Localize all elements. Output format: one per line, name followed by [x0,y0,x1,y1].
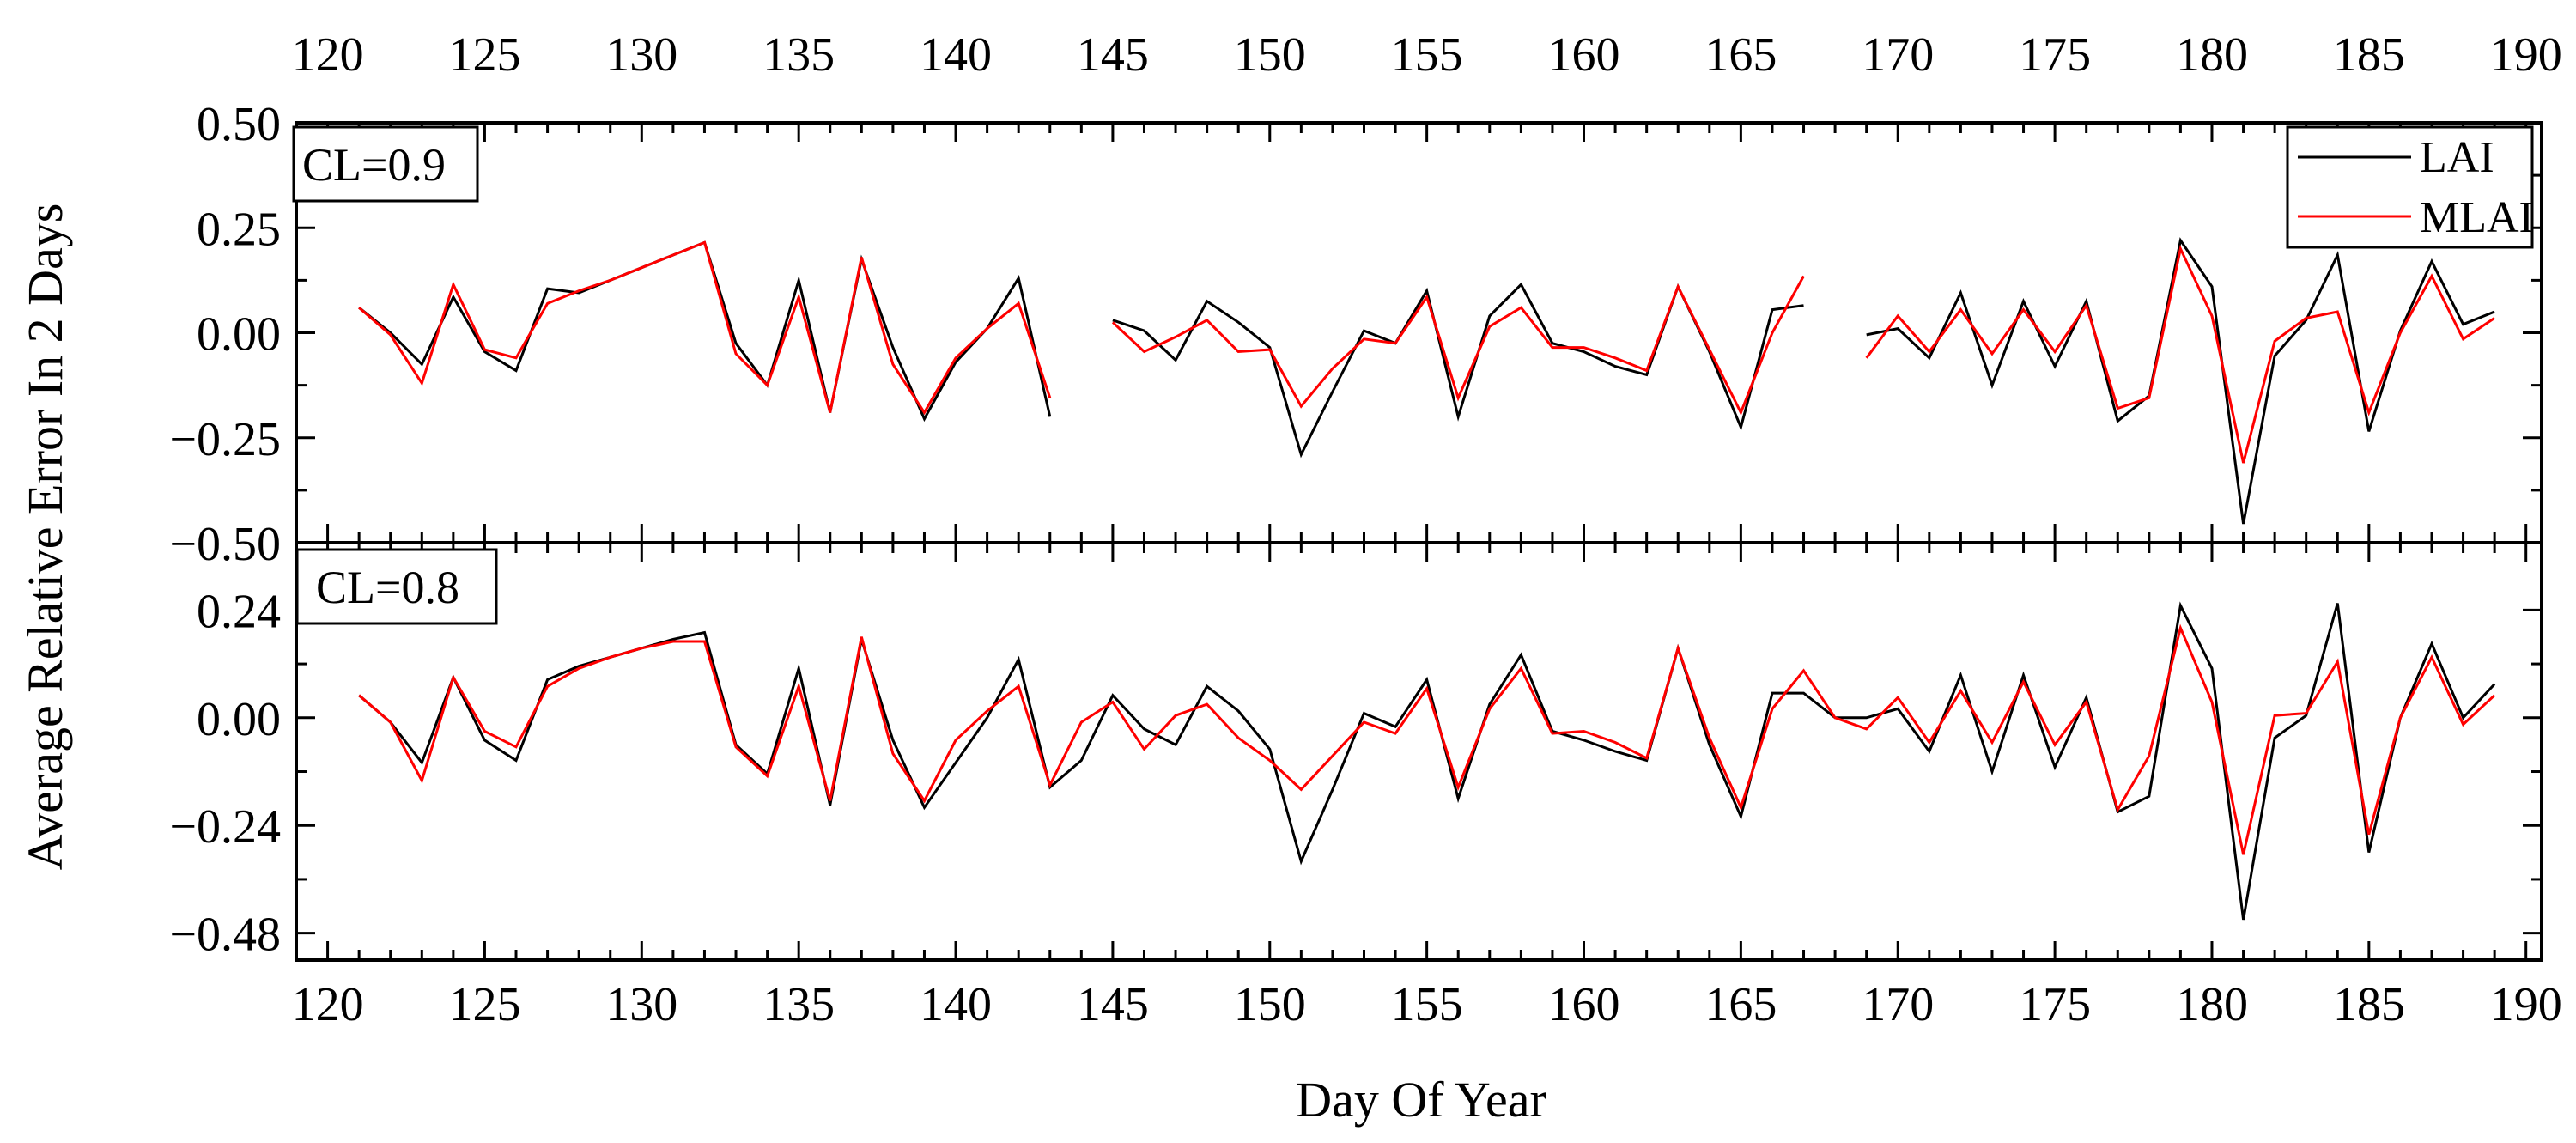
y-tick-label-p2-1: 0.00 [197,693,281,746]
x-tick-label-bottom-145: 145 [1077,978,1149,1031]
y-tick-label-p1-2: 0.00 [197,308,281,362]
x-tick-label-bottom-130: 130 [605,978,677,1031]
series-lines-layer [358,237,2496,921]
line-lai-panel2-segment1 [358,601,2496,921]
x-tick-label-top-135: 135 [762,28,835,82]
y-tick-label-p1-0: 0.50 [197,98,281,151]
line-mlai-panel1-segment3 [1865,245,2495,464]
line-mlai-panel1-segment2 [1111,275,1805,416]
y-tick-label-p2-3: −0.48 [169,909,281,962]
x-tick-label-bottom-125: 125 [448,978,520,1031]
x-tick-label-top-160: 160 [1548,28,1620,82]
ticks-layer [296,121,2542,960]
x-tick-label-bottom-150: 150 [1234,978,1306,1031]
x-tick-label-top-155: 155 [1391,28,1463,82]
x-tick-label-top-180: 180 [2176,28,2248,82]
x-tick-label-top-150: 150 [1234,28,1306,82]
panel-label-cl08: CL=0.8 [316,562,459,613]
legend-label-mlai: MLAI [2420,193,2534,242]
y-tick-label-p1-3: −0.25 [169,413,281,466]
legend-box [2286,125,2534,249]
x-tick-label-bottom-180: 180 [2176,978,2248,1031]
x-tick-label-bottom-185: 185 [2333,978,2405,1031]
x-tick-label-bottom-160: 160 [1548,978,1620,1031]
x-tick-label-top-185: 185 [2333,28,2405,82]
x-tick-label-bottom-155: 155 [1391,978,1463,1031]
legend-label-lai: LAI [2420,133,2494,182]
x-tick-label-bottom-140: 140 [920,978,992,1031]
y-axis-title: Average Relative Error In 2 Days [17,204,73,871]
line-mlai-panel1-segment1 [358,240,1052,416]
x-tick-label-bottom-120: 120 [292,978,364,1031]
y-tick-label-p1-4: −0.50 [169,518,281,571]
legend: LAI MLAI [2286,125,2534,249]
x-axis-title: Day Of Year [1296,1072,1546,1128]
y-tick-label-p2-2: −0.24 [169,800,281,854]
tick-labels-layer: 0.50 0.25 0.00 −0.25 −0.50 0.24 0.00 −0.24 −0.48… [169,28,2561,1031]
x-tick-label-bottom-165: 165 [1704,978,1777,1031]
x-tick-label-top-170: 170 [1862,28,1934,82]
x-tick-label-top-125: 125 [448,28,520,82]
x-tick-label-bottom-135: 135 [762,978,835,1031]
x-tick-label-top-190: 190 [2490,28,2562,82]
x-tick-label-bottom-175: 175 [2019,978,2091,1031]
x-tick-label-top-175: 175 [2019,28,2091,82]
panel-frame-2 [295,541,2543,962]
y-tick-label-p1-1: 0.25 [197,203,281,256]
panel-label-box-cl09 [292,125,479,203]
x-tick-label-bottom-190: 190 [2490,978,2562,1031]
x-tick-label-top-130: 130 [605,28,677,82]
x-tick-label-top-120: 120 [292,28,364,82]
panel-label-box-cl08 [295,548,498,625]
y-tick-label-p2-0: 0.24 [197,585,281,638]
x-tick-label-top-145: 145 [1077,28,1149,82]
line-mlai-panel2-segment1 [358,623,2496,855]
x-tick-label-top-140: 140 [920,28,992,82]
x-tick-label-bottom-170: 170 [1862,978,1934,1031]
panel-label-cl09: CL=0.9 [302,139,446,191]
x-tick-label-top-165: 165 [1704,28,1777,82]
